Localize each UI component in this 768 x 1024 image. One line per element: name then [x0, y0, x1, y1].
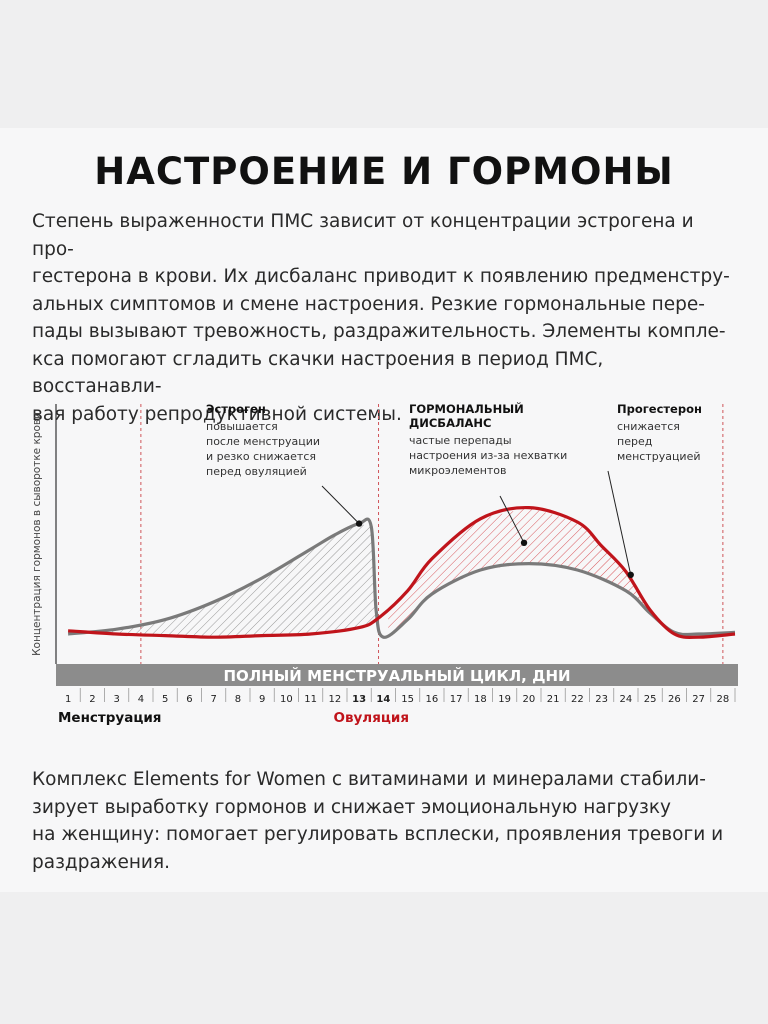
tick-label-27: 27: [692, 694, 705, 705]
tick-label-3: 3: [113, 694, 119, 705]
tick-label-19: 19: [498, 694, 511, 705]
tick-label-20: 20: [523, 694, 536, 705]
tick-label-18: 18: [474, 694, 487, 705]
tick-label-28: 28: [717, 694, 730, 705]
annotation-text: частые перепады: [409, 434, 512, 447]
tick-label-26: 26: [668, 694, 681, 705]
annotation-text: снижается: [617, 420, 680, 433]
progesterone-line: [68, 505, 736, 639]
tick-label-2: 2: [89, 694, 95, 705]
intro-paragraph: Степень выраженности ПМС зависит от конц…: [32, 211, 730, 425]
tick-label-11: 11: [304, 694, 317, 705]
imbalance-hatch: [388, 507, 670, 634]
annotation-leader: [607, 470, 632, 575]
annotation-text: настроения из-за нехватки: [409, 449, 567, 462]
menstruation-label: Менструация: [58, 710, 161, 726]
content-card: [0, 128, 768, 892]
tick-label-10: 10: [280, 694, 293, 705]
tick-label-8: 8: [235, 694, 241, 705]
annotation-title: Прогестерон: [617, 402, 702, 416]
tick-label-12: 12: [329, 694, 342, 705]
phase-labels: Менструация Овуляция: [58, 710, 409, 726]
annotation-title: ДИСБАЛАНС: [409, 416, 492, 430]
series-lines: [67, 505, 736, 639]
outro-paragraph: Комплекс Elements for Women с витаминами…: [32, 769, 724, 873]
tick-label-17: 17: [450, 694, 463, 705]
x-tick-labels: 1 2 3 4 5 6 7 8 9 10 11 12 13 14 15 16 17 18 19 20 21 22 23 24 2…: [65, 688, 736, 705]
tick-label-1: 1: [65, 694, 71, 705]
annotation-text: перед овуляцией: [206, 465, 307, 478]
annotation-dot: [355, 520, 363, 527]
y-axis-title: Концентрация гормонов в сыворотке крови: [31, 412, 43, 656]
tick-label-13: 13: [352, 694, 366, 705]
tick-label-25: 25: [644, 694, 657, 705]
tick-label-15: 15: [401, 694, 414, 705]
tick-label-21: 21: [547, 694, 560, 705]
annotation-text: перед: [617, 435, 653, 448]
annotation-title: Эстроген: [206, 402, 266, 416]
annotation-dot: [520, 539, 528, 546]
tick-label-16: 16: [426, 694, 439, 705]
estrogen-hatch: [104, 523, 377, 638]
tick-label-6: 6: [186, 694, 192, 705]
annotation-text: микроэлементов: [409, 464, 507, 477]
annotation-title: ГОРМОНАЛЬНЫЙ: [409, 401, 524, 416]
hormone-chart: ПОЛНЫЙ МЕНСТРУАЛЬНЫЙ ЦИКЛ, ДНИ Концентра…: [31, 401, 738, 726]
page-title: НАСТРОЕНИЕ И ГОРМОНЫ: [94, 150, 674, 193]
annotation-text: после менструации: [206, 435, 320, 448]
annotation-text: менструацией: [617, 450, 701, 463]
tick-label-23: 23: [595, 694, 608, 705]
x-axis-band: [56, 664, 738, 686]
annotation-leader: [321, 485, 360, 524]
tick-label-7: 7: [210, 694, 216, 705]
annotations: Эстроген повышается после менструации и рез…: [206, 401, 702, 578]
top-band: [0, 0, 768, 128]
tick-label-22: 22: [571, 694, 584, 705]
ovulation-label: Овуляция: [333, 710, 409, 726]
tick-label-9: 9: [259, 694, 265, 705]
tick-label-4: 4: [138, 694, 144, 705]
annotation-dot: [627, 571, 634, 578]
annotation-text: и резко снижается: [206, 450, 316, 463]
tick-label-24: 24: [620, 694, 633, 705]
estrogen-line: [67, 517, 736, 639]
bottom-band: [0, 892, 768, 1024]
annotation-text: повышается: [206, 420, 278, 433]
tick-label-14: 14: [376, 694, 390, 705]
annotation-leader: [499, 495, 525, 544]
x-axis-title: ПОЛНЫЙ МЕНСТРУАЛЬНЫЙ ЦИКЛ, ДНИ: [223, 666, 570, 685]
tick-label-5: 5: [162, 694, 168, 705]
